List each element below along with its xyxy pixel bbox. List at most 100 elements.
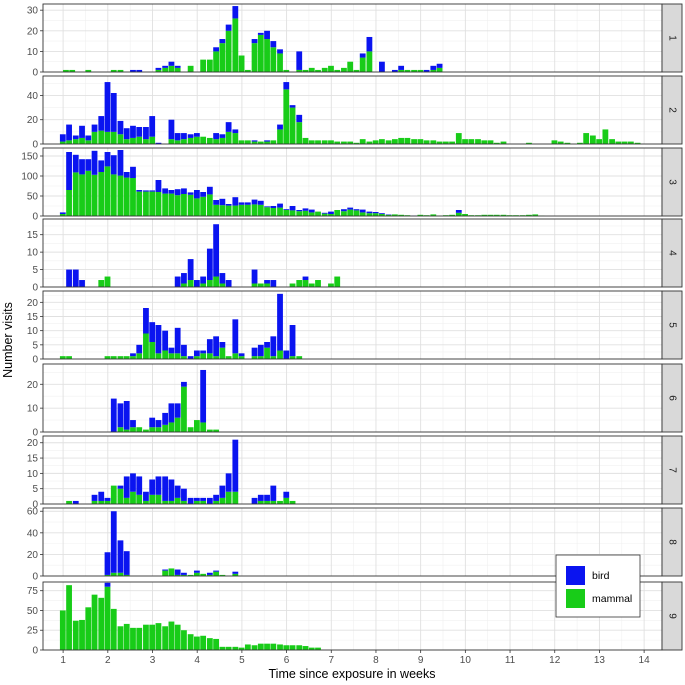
bar-mammal (213, 356, 220, 359)
bar-bird (117, 120, 124, 135)
bar-mammal (91, 594, 98, 650)
bar-mammal (104, 356, 111, 359)
bar-bird (155, 67, 162, 70)
bar-bird (155, 325, 162, 354)
bar-mammal (283, 497, 290, 504)
bar-bird (104, 552, 111, 575)
bar-mammal (117, 572, 124, 576)
bar-mammal (117, 175, 124, 216)
bar-bird (430, 65, 437, 70)
bar-bird (257, 494, 264, 501)
bar-bird (200, 497, 207, 501)
facet-label: 9 (666, 613, 677, 619)
bar-mammal (430, 214, 437, 216)
bar-bird (79, 159, 85, 175)
bar-mammal (270, 208, 277, 216)
bar-mammal (283, 645, 290, 650)
bar-mammal (117, 626, 124, 650)
y-tick-label: 0 (32, 646, 38, 657)
bar-bird (149, 479, 156, 495)
bar-mammal (181, 283, 187, 287)
bar-bird (149, 116, 156, 137)
bar-bird (277, 293, 283, 351)
bar-mammal (244, 140, 251, 144)
bar-mammal (225, 491, 232, 504)
bar-mammal (302, 137, 309, 144)
bar-mammal (79, 174, 85, 216)
bar-bird (130, 353, 136, 357)
bar-mammal (341, 211, 347, 216)
bar-mammal (334, 276, 341, 287)
y-tick-label: 15 (27, 454, 39, 465)
bar-mammal (251, 283, 258, 287)
bar-mammal (334, 210, 341, 216)
bar-bird (72, 135, 79, 140)
bar-mammal (577, 142, 583, 144)
bar-bird (79, 125, 85, 138)
bar-mammal (238, 55, 245, 72)
bar-bird (200, 369, 207, 423)
bar-mammal (117, 427, 124, 432)
bar-bird (366, 211, 373, 214)
y-tick-label: 10 (27, 47, 39, 58)
bar-bird (302, 208, 309, 211)
bar-bird (283, 491, 290, 498)
bar-bird (206, 572, 213, 575)
bar-bird (257, 200, 264, 205)
bar-mammal (104, 574, 111, 576)
bar-bird (219, 273, 226, 284)
bar-bird (59, 212, 66, 214)
bar-bird (168, 119, 175, 140)
bar-mammal (181, 574, 187, 576)
bar-mammal (302, 210, 309, 216)
bar-mammal (551, 140, 558, 144)
bar-mammal (168, 65, 175, 72)
legend-swatch-bird (566, 566, 585, 585)
bar-mammal (232, 353, 239, 359)
bar-bird (225, 24, 232, 31)
bar-mammal (353, 69, 360, 72)
bar-mammal (270, 140, 277, 144)
bar-bird (213, 47, 220, 52)
bar-mammal (366, 51, 373, 72)
y-tick-label: 50 (27, 606, 39, 617)
bar-mammal (213, 51, 220, 72)
bar-mammal (72, 620, 79, 650)
bar-mammal (206, 429, 213, 432)
bar-mammal (277, 53, 283, 72)
bar-bird (225, 204, 232, 206)
bar-mammal (302, 646, 309, 650)
bar-mammal (219, 646, 226, 650)
bar-mammal (359, 212, 366, 216)
legend-label-mammal: mammal (592, 593, 632, 605)
facet-strip (661, 290, 683, 360)
bar-bird (130, 69, 136, 72)
bar-mammal (85, 140, 92, 144)
bar-mammal (238, 647, 245, 650)
bar-bird (264, 342, 270, 348)
bar-bird (104, 152, 111, 167)
bar-bird (66, 152, 72, 190)
bar-bird (302, 276, 309, 281)
y-tick-label: 20 (27, 115, 39, 126)
bar-bird (341, 209, 347, 212)
bar-mammal (232, 491, 239, 504)
bar-bird (219, 485, 226, 498)
x-tick-label: 3 (150, 655, 156, 666)
facet-panel-1: 0 10 20 30 1 (27, 3, 683, 79)
facet-label: 1 (666, 35, 677, 41)
bar-mammal (66, 190, 72, 216)
facet-strip (661, 218, 683, 288)
bar-mammal (155, 494, 162, 504)
bar-mammal (634, 142, 641, 144)
bar-mammal (162, 424, 169, 432)
bar-bird (187, 259, 194, 281)
facet-label: 5 (666, 322, 677, 328)
bar-mammal (264, 500, 270, 504)
bar-mammal (219, 43, 226, 72)
facet-panel-6: 0 10 20 6 (27, 363, 683, 439)
bar-mammal (500, 214, 507, 216)
bar-bird (174, 403, 181, 418)
bar-mammal (379, 139, 385, 144)
bar-mammal (206, 280, 213, 287)
